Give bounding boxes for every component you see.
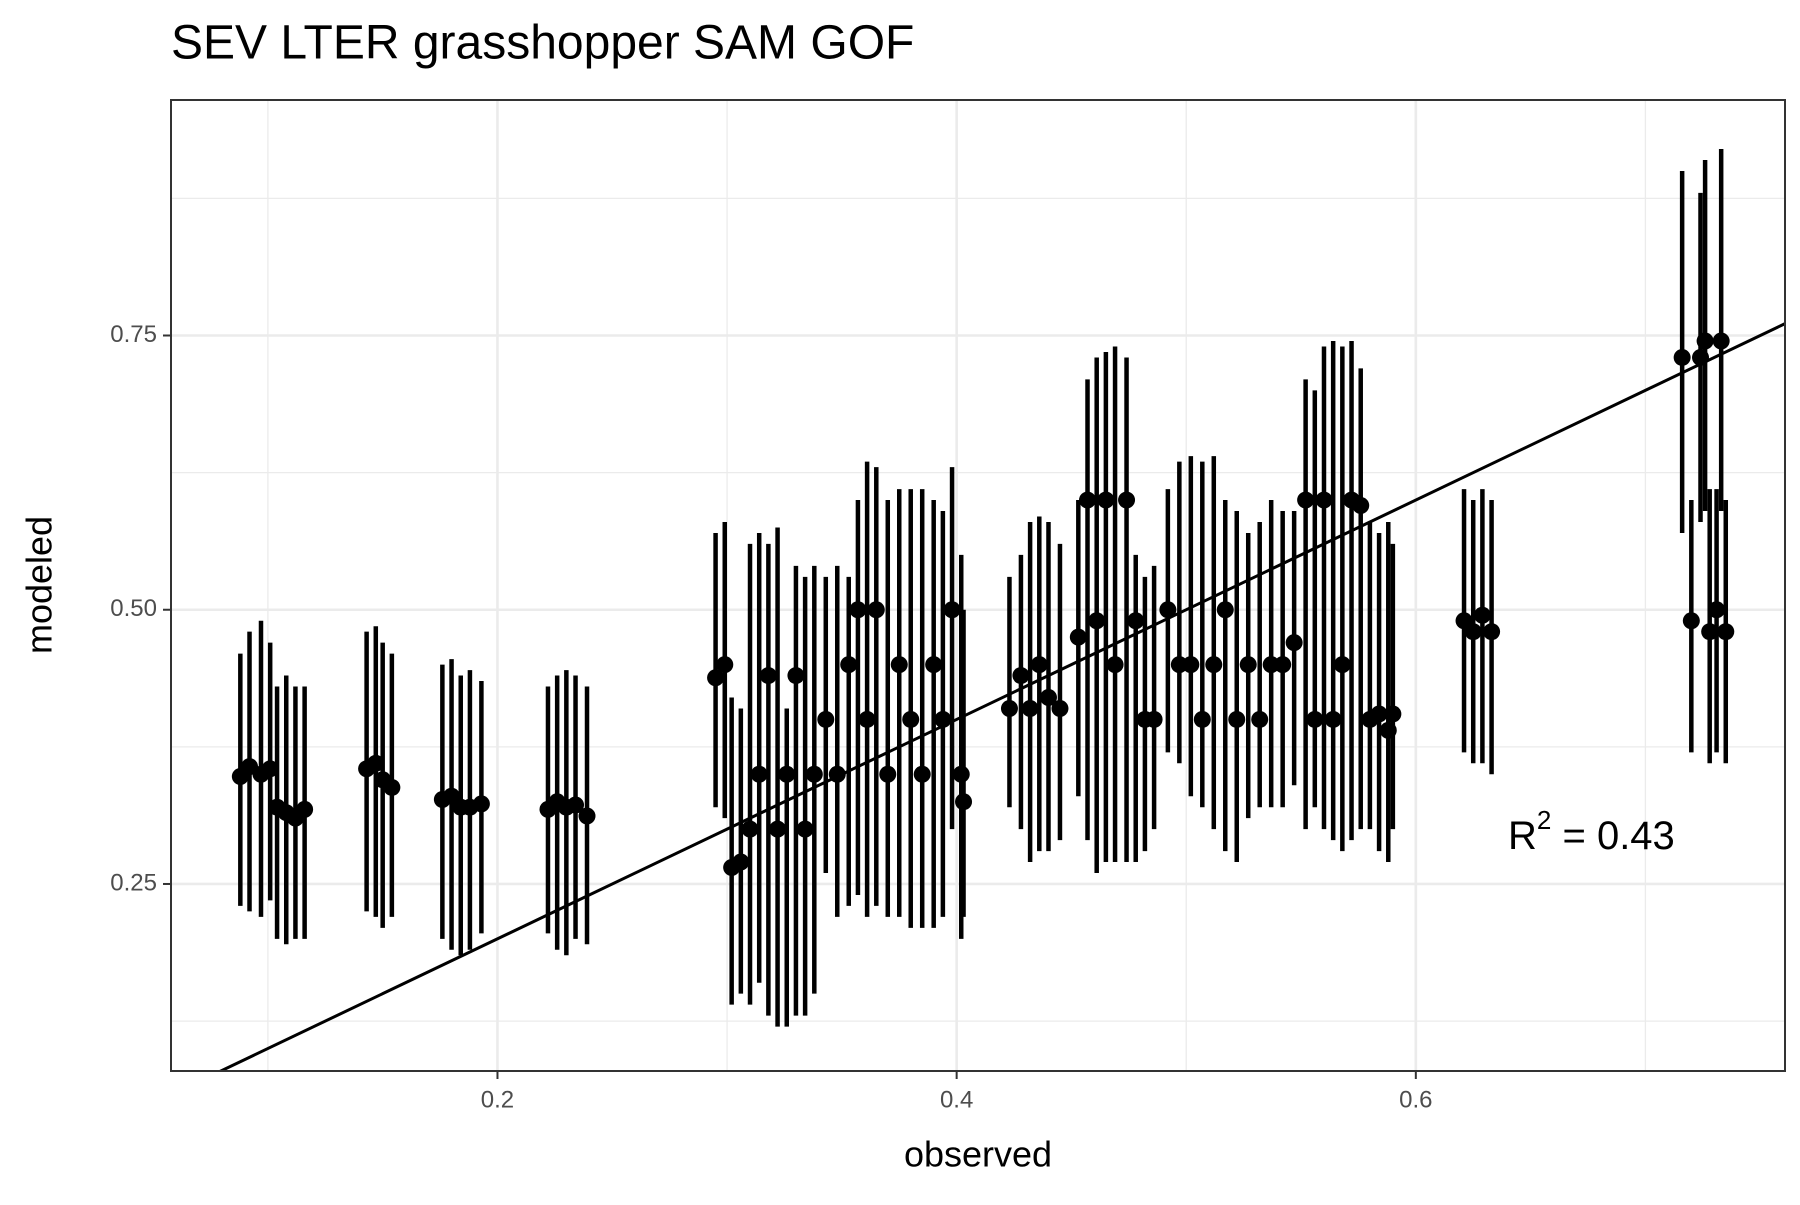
point <box>1069 628 1087 646</box>
point <box>261 760 279 778</box>
point <box>759 667 777 685</box>
x-tick-label: 0.4 <box>940 1086 973 1113</box>
point <box>1193 710 1211 728</box>
point <box>1000 699 1018 717</box>
point <box>1682 612 1700 630</box>
annotation-superscript: 2 <box>1537 805 1551 835</box>
point <box>943 601 961 619</box>
point <box>1352 497 1370 515</box>
annotation: R2 = 0.43 <box>1508 805 1675 858</box>
point <box>472 795 490 813</box>
point <box>1182 656 1200 674</box>
point <box>1051 699 1069 717</box>
point <box>1306 710 1324 728</box>
point <box>1297 491 1315 509</box>
point <box>567 796 585 814</box>
y-tick-label: 0.50 <box>110 595 157 622</box>
grid <box>171 100 1785 1071</box>
point <box>1464 623 1482 641</box>
point <box>840 656 858 674</box>
point <box>796 820 814 838</box>
point <box>1097 491 1115 509</box>
point <box>1106 656 1124 674</box>
point <box>741 820 759 838</box>
point <box>716 656 734 674</box>
point <box>707 669 725 687</box>
point <box>1673 348 1691 366</box>
point <box>296 800 314 818</box>
point <box>1205 656 1223 674</box>
point <box>383 778 401 796</box>
point <box>890 656 908 674</box>
point <box>1712 332 1730 350</box>
point <box>1159 601 1177 619</box>
point <box>1333 656 1351 674</box>
y-axis-title: modeled <box>19 516 60 654</box>
chart-title: SEV LTER grasshopper SAM GOF <box>171 17 914 70</box>
point <box>1708 601 1726 619</box>
point <box>1384 705 1402 723</box>
point <box>1118 491 1136 509</box>
point <box>867 601 885 619</box>
point <box>1473 606 1491 624</box>
point <box>1228 710 1246 728</box>
point <box>578 807 596 825</box>
point <box>849 601 867 619</box>
point <box>1324 710 1342 728</box>
point <box>1379 721 1397 739</box>
point <box>817 710 835 728</box>
point <box>1696 332 1714 350</box>
point <box>913 765 931 783</box>
x-tick-label: 0.6 <box>1399 1086 1432 1113</box>
point <box>750 765 768 783</box>
point <box>805 765 823 783</box>
x-tick-label: 0.2 <box>481 1086 514 1113</box>
point <box>1088 612 1106 630</box>
point <box>1021 699 1039 717</box>
point <box>1039 688 1057 706</box>
point <box>1285 634 1303 652</box>
point <box>1251 710 1269 728</box>
point <box>902 710 920 728</box>
point <box>1274 656 1292 674</box>
x-axis-title: observed <box>904 1134 1052 1175</box>
point <box>1127 612 1145 630</box>
axes: 0.2 0.4 0.6 0.25 0.50 0.75 <box>110 99 1786 1113</box>
point <box>778 765 796 783</box>
point <box>1030 656 1048 674</box>
y-tick-label: 0.25 <box>110 869 157 896</box>
point <box>1079 491 1097 509</box>
point <box>787 667 805 685</box>
reference-line <box>217 322 1785 1071</box>
plot-marks <box>217 149 1785 1071</box>
point <box>955 793 973 811</box>
panel-border <box>170 99 1786 1072</box>
y-tick-label: 0.75 <box>110 321 157 348</box>
point <box>1012 667 1030 685</box>
point <box>925 656 943 674</box>
point <box>858 710 876 728</box>
point <box>769 820 787 838</box>
point <box>367 754 385 772</box>
point <box>1717 623 1735 641</box>
point <box>1701 623 1719 641</box>
point <box>1145 710 1163 728</box>
point <box>1216 601 1234 619</box>
point <box>1370 705 1388 723</box>
annotation-base: R <box>1508 814 1537 858</box>
annotation-rest: = 0.43 <box>1551 814 1674 858</box>
point <box>879 765 897 783</box>
point <box>952 765 970 783</box>
point <box>1239 656 1257 674</box>
point <box>732 853 750 871</box>
point <box>1315 491 1333 509</box>
point <box>1483 623 1501 641</box>
